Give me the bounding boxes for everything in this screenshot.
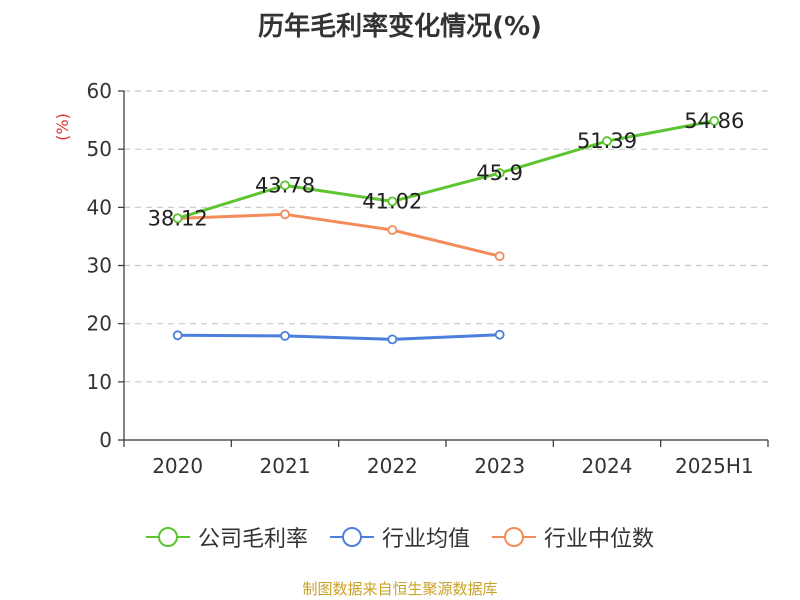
- axes: 0 10 20 30 40 50 60 2020 2021 2022 2023 2024 2025H1: [87, 79, 769, 478]
- data-point: [602, 136, 612, 146]
- legend-label: 行业中位数: [544, 527, 655, 552]
- data-point: [280, 209, 290, 220]
- y-tick-label: 0: [99, 428, 112, 452]
- legend-label: 公司毛利率: [197, 527, 308, 552]
- legend-label: 行业均值: [381, 527, 470, 552]
- data-point: [280, 330, 290, 341]
- legend-item-industry-median[interactable]: 行业中位数: [492, 521, 654, 553]
- data-label: 41.02: [362, 189, 422, 213]
- series-line: [177, 333, 500, 341]
- series-lines: [172, 115, 720, 345]
- x-tick-label: 2020: [152, 454, 203, 478]
- y-tick-label: 50: [87, 137, 112, 161]
- x-tick-label: 2023: [474, 454, 525, 478]
- x-tick-label: 2024: [582, 454, 633, 478]
- data-label: 45.9: [476, 161, 523, 185]
- series-line: [177, 212, 501, 258]
- x-tick-label: 2022: [367, 454, 418, 478]
- y-tick-label: 20: [87, 312, 112, 336]
- x-tick-label: 2021: [260, 454, 311, 478]
- series-line: [177, 119, 715, 220]
- legend-swatch-green: [145, 527, 190, 547]
- source-note: 制图数据来自恒生聚源数据库: [302, 580, 498, 598]
- x-tick-label: 2025H1: [675, 454, 754, 478]
- chart-title: 历年毛利率变化情况(%): [258, 12, 542, 42]
- legend-item-industry-mean[interactable]: 行业均值: [329, 521, 470, 553]
- data-label: 54.86: [684, 109, 744, 133]
- data-point: [280, 180, 290, 191]
- data-label: 38.12: [148, 206, 208, 230]
- gridlines: [124, 90, 768, 383]
- data-point: [172, 330, 183, 341]
- data-label: 43.78: [255, 173, 315, 197]
- data-label: 51.39: [577, 129, 637, 153]
- legend-item-company-gross-margin[interactable]: 公司毛利率: [145, 521, 308, 553]
- y-tick-label: 60: [87, 79, 112, 103]
- data-point: [387, 225, 398, 235]
- legend: 公司毛利率 行业均值 行业中位数: [0, 520, 800, 554]
- y-tick-label: 40: [87, 195, 112, 219]
- y-tick-label: 10: [87, 370, 112, 394]
- legend-swatch-orange: [492, 527, 536, 547]
- data-labels: 38.12 43.78 41.02 45.9 51.39 54.86: [148, 109, 745, 230]
- data-point: [709, 115, 720, 126]
- data-point: [387, 334, 398, 345]
- data-point: [494, 329, 505, 340]
- data-point: [172, 213, 183, 224]
- legend-swatch-blue: [329, 527, 374, 547]
- y-tick-label: 30: [87, 254, 112, 278]
- data-point: [387, 196, 398, 207]
- data-point: [494, 168, 505, 178]
- data-point: [494, 251, 505, 262]
- y-axis-title: (%): [53, 113, 72, 141]
